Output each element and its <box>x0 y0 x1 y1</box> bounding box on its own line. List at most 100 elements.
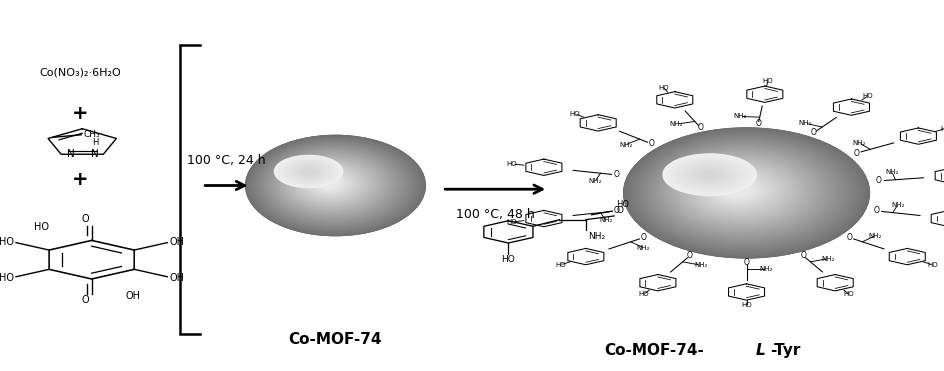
Ellipse shape <box>693 165 785 215</box>
Ellipse shape <box>692 167 726 183</box>
Ellipse shape <box>274 151 392 217</box>
Ellipse shape <box>710 175 765 204</box>
Ellipse shape <box>294 165 323 178</box>
Ellipse shape <box>716 179 757 200</box>
Ellipse shape <box>709 174 767 205</box>
Ellipse shape <box>683 163 734 186</box>
Ellipse shape <box>659 148 825 236</box>
Ellipse shape <box>246 136 424 235</box>
Ellipse shape <box>627 130 864 255</box>
Text: O: O <box>875 176 881 186</box>
Text: HO: HO <box>843 292 853 298</box>
Text: NH₂: NH₂ <box>618 142 632 148</box>
Ellipse shape <box>723 182 750 196</box>
Text: HO: HO <box>762 78 772 84</box>
Ellipse shape <box>277 153 388 216</box>
Ellipse shape <box>639 137 850 248</box>
Ellipse shape <box>282 159 334 184</box>
Text: NH₂: NH₂ <box>598 217 612 223</box>
Ellipse shape <box>696 169 722 181</box>
Text: Co(NO₃)₂·6H₂O: Co(NO₃)₂·6H₂O <box>40 68 121 77</box>
Ellipse shape <box>279 158 337 185</box>
Ellipse shape <box>299 166 361 200</box>
Ellipse shape <box>647 141 841 243</box>
Text: NH₂: NH₂ <box>587 232 604 240</box>
Ellipse shape <box>245 135 425 236</box>
Ellipse shape <box>632 133 858 252</box>
Text: O: O <box>800 251 805 260</box>
Ellipse shape <box>275 152 390 216</box>
Ellipse shape <box>248 137 421 234</box>
Ellipse shape <box>625 129 866 257</box>
Ellipse shape <box>645 140 842 244</box>
Ellipse shape <box>317 176 340 189</box>
Ellipse shape <box>696 167 782 213</box>
Ellipse shape <box>259 143 409 227</box>
Ellipse shape <box>311 173 346 193</box>
Text: O: O <box>614 170 619 180</box>
Ellipse shape <box>708 174 767 206</box>
Ellipse shape <box>703 172 772 208</box>
Ellipse shape <box>666 151 817 231</box>
Ellipse shape <box>257 142 412 229</box>
Text: NH₂: NH₂ <box>693 262 706 268</box>
Ellipse shape <box>269 149 396 220</box>
Ellipse shape <box>297 167 319 177</box>
Text: NH₂: NH₂ <box>868 233 881 239</box>
Ellipse shape <box>284 160 332 183</box>
Ellipse shape <box>307 170 352 196</box>
Ellipse shape <box>656 146 829 237</box>
Ellipse shape <box>298 166 362 201</box>
Ellipse shape <box>678 157 803 224</box>
Ellipse shape <box>682 160 799 222</box>
Text: N: N <box>91 149 98 159</box>
Ellipse shape <box>251 139 418 232</box>
Ellipse shape <box>260 144 408 226</box>
Ellipse shape <box>267 148 399 221</box>
Ellipse shape <box>684 161 795 220</box>
Ellipse shape <box>681 159 800 222</box>
Ellipse shape <box>254 140 415 230</box>
Ellipse shape <box>658 147 826 236</box>
Text: +: + <box>72 104 89 123</box>
Ellipse shape <box>249 138 420 233</box>
Ellipse shape <box>303 169 313 174</box>
Ellipse shape <box>265 147 401 223</box>
Ellipse shape <box>295 164 365 203</box>
Ellipse shape <box>250 138 419 233</box>
Ellipse shape <box>675 156 806 226</box>
Text: O: O <box>846 233 851 242</box>
Ellipse shape <box>307 171 351 195</box>
Ellipse shape <box>678 161 740 189</box>
Text: HO: HO <box>506 161 516 167</box>
Ellipse shape <box>297 165 362 201</box>
Ellipse shape <box>281 156 381 212</box>
Ellipse shape <box>264 146 402 223</box>
Ellipse shape <box>312 173 346 192</box>
Ellipse shape <box>628 131 863 255</box>
Ellipse shape <box>701 171 716 178</box>
Ellipse shape <box>676 160 742 189</box>
Ellipse shape <box>288 160 374 208</box>
Ellipse shape <box>302 168 357 198</box>
Ellipse shape <box>683 160 798 221</box>
Ellipse shape <box>312 174 345 192</box>
Ellipse shape <box>676 157 804 225</box>
Text: O: O <box>754 119 760 128</box>
Ellipse shape <box>706 173 768 206</box>
Ellipse shape <box>304 169 355 198</box>
Ellipse shape <box>301 167 358 199</box>
Ellipse shape <box>304 170 312 174</box>
Ellipse shape <box>256 141 413 229</box>
Ellipse shape <box>314 175 342 190</box>
Ellipse shape <box>285 161 331 182</box>
Text: NH₂: NH₂ <box>588 178 601 184</box>
Text: OH: OH <box>126 291 141 301</box>
Ellipse shape <box>278 157 339 186</box>
Ellipse shape <box>700 170 776 210</box>
Ellipse shape <box>653 144 833 239</box>
Text: O: O <box>743 258 749 267</box>
Ellipse shape <box>277 154 387 215</box>
Ellipse shape <box>278 154 386 214</box>
Ellipse shape <box>274 155 343 187</box>
